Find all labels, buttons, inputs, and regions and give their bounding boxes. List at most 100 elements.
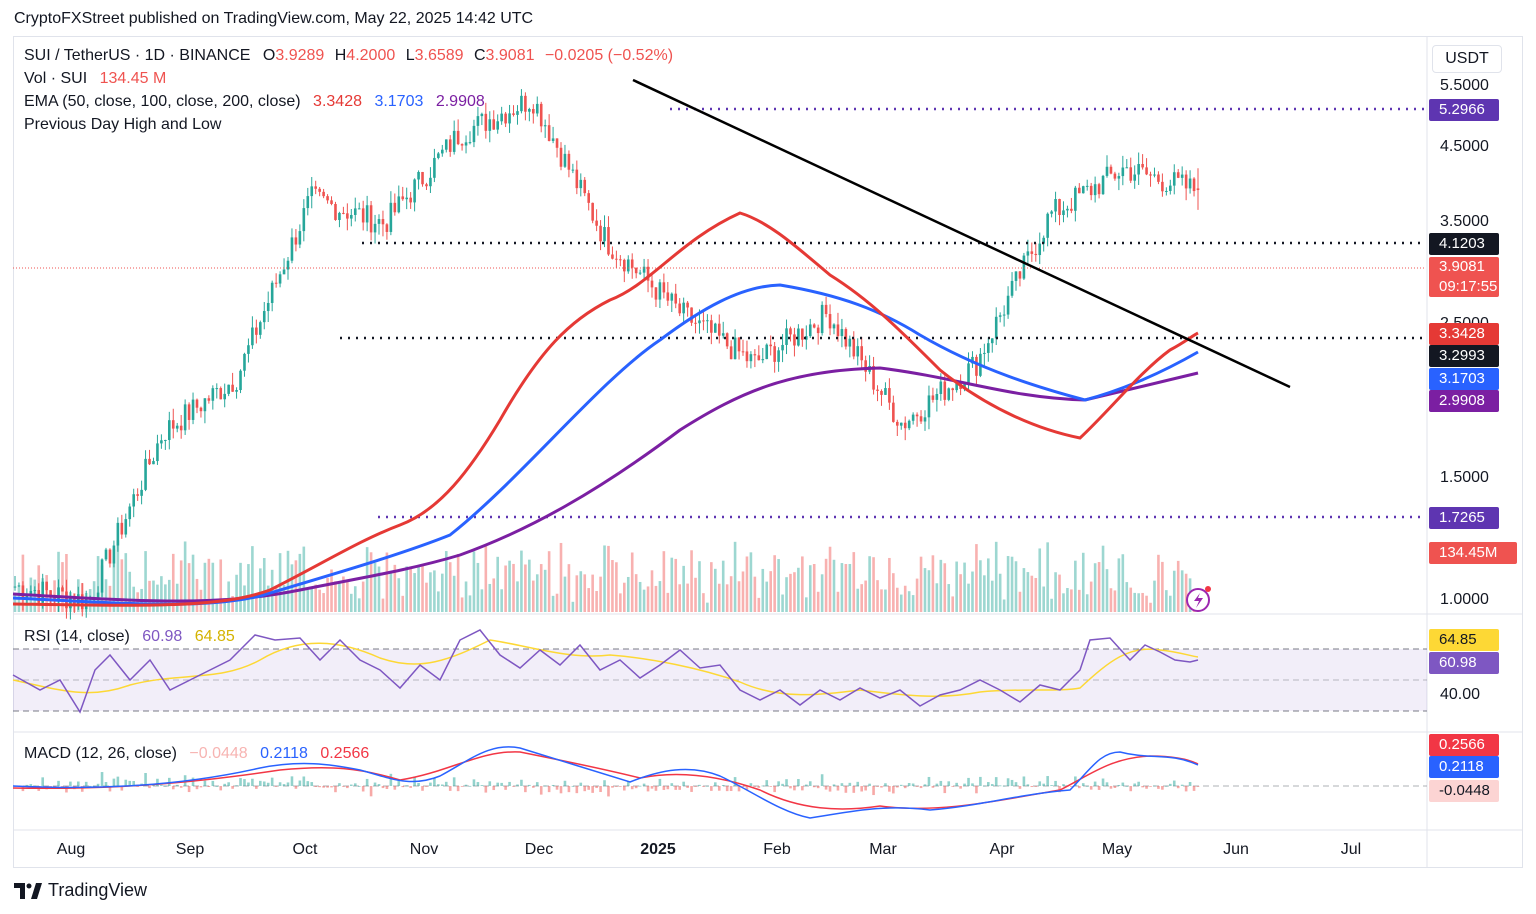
candle-body xyxy=(1184,174,1188,189)
candle-body xyxy=(1153,174,1156,176)
macd-histogram-bar xyxy=(785,779,788,786)
tradingview-logo[interactable]: TradingView xyxy=(14,880,147,901)
volume-bar xyxy=(840,563,844,612)
volume-bar xyxy=(753,576,757,612)
volume-bar xyxy=(1093,563,1097,612)
volume-bar xyxy=(603,545,606,612)
macd-histogram-bar xyxy=(1062,784,1065,786)
macd-legend[interactable]: MACD (12, 26, close) −0.0448 0.2118 0.25… xyxy=(24,745,369,763)
candle-body xyxy=(350,214,353,219)
candle-body xyxy=(583,179,587,194)
macd-histogram-bar xyxy=(539,786,543,795)
rsi-label: RSI (14, close) xyxy=(24,628,130,645)
volume-bar xyxy=(318,589,321,612)
volume-bar xyxy=(710,562,713,612)
candle-body xyxy=(753,354,757,356)
candle-body xyxy=(338,212,341,220)
ema200-line xyxy=(12,366,1199,603)
volume-bar xyxy=(152,580,155,612)
candle-body xyxy=(907,420,911,429)
macd-histogram-bar xyxy=(80,786,84,792)
volume-bar xyxy=(884,589,887,612)
candle-body xyxy=(1066,208,1069,211)
candle-body xyxy=(721,333,725,336)
ema50-value: 3.3428 xyxy=(313,93,362,110)
macd-histogram-bar xyxy=(377,784,381,786)
volume-bar xyxy=(729,576,733,612)
macd-histogram-bar xyxy=(290,776,294,786)
candle-body xyxy=(409,197,412,203)
candle-body xyxy=(733,337,737,360)
macd-histogram-bar xyxy=(903,786,907,789)
volume-bar xyxy=(330,569,333,612)
pdhl-legend[interactable]: Previous Day High and Low xyxy=(24,116,221,134)
volume-bar xyxy=(1109,588,1113,612)
macd-histogram-bar xyxy=(520,779,523,786)
candle-body xyxy=(516,111,519,115)
macd-histogram-bar xyxy=(361,786,365,792)
volume-bar xyxy=(433,570,436,612)
rsi-line xyxy=(12,629,1199,714)
volume-legend[interactable]: Vol · SUI 134.45 M xyxy=(24,70,166,88)
rsi-pill: 60.98 xyxy=(1429,652,1499,674)
macd-histogram-bar xyxy=(1172,780,1176,786)
candle-body xyxy=(175,425,179,429)
chart-frame[interactable] xyxy=(13,36,1523,868)
macd-histogram-bar xyxy=(1153,785,1156,787)
volume-bar xyxy=(175,583,179,612)
candle-body xyxy=(702,320,705,322)
candle-body xyxy=(492,119,496,130)
candle-body xyxy=(860,346,863,361)
volume-bar xyxy=(512,563,515,612)
volume-bar xyxy=(785,577,788,612)
volume-bar xyxy=(998,573,1002,612)
macd-histogram-bar xyxy=(856,781,860,786)
volume-bar xyxy=(963,562,966,612)
volume-bar xyxy=(1030,575,1034,612)
macd-histogram-bar xyxy=(975,786,978,794)
macd-histogram-bar xyxy=(994,777,998,786)
macd-histogram-bar xyxy=(1105,782,1109,786)
candle-body xyxy=(630,259,634,268)
candle-body xyxy=(1058,199,1061,216)
candle-body xyxy=(314,186,317,189)
volume-bar xyxy=(409,568,412,612)
volume-bar xyxy=(666,592,670,612)
macd-histogram-bar xyxy=(749,783,753,786)
candle-body xyxy=(543,125,547,127)
candle-body xyxy=(215,388,219,390)
macd-histogram-bar xyxy=(793,786,796,791)
volume-bar xyxy=(706,602,709,612)
candle-body xyxy=(983,352,986,354)
candle-body xyxy=(967,363,970,384)
candle-body xyxy=(678,303,681,314)
macd-histogram-bar xyxy=(1078,786,1081,789)
macd-histogram-bar xyxy=(563,780,567,786)
macd-histogram-bar xyxy=(215,785,219,787)
macd-histogram-bar xyxy=(1058,786,1061,793)
time-axis-tick: 2025 xyxy=(640,841,676,858)
symbol-name[interactable]: SUI / TetherUS · 1D · BINANCE xyxy=(24,47,251,64)
macd-histogram-bar xyxy=(278,782,282,786)
volume-bar xyxy=(1176,560,1180,612)
candle-body xyxy=(140,489,143,496)
volume-bar xyxy=(255,596,258,612)
currency-button[interactable]: USDT xyxy=(1432,45,1502,73)
macd-histogram-bar xyxy=(662,786,666,790)
macd-histogram-bar xyxy=(25,784,29,786)
resistance-pill: 4.1203 xyxy=(1429,233,1499,255)
candle-body xyxy=(1002,314,1006,316)
volume-bar xyxy=(769,571,772,612)
rsi-legend[interactable]: RSI (14, close) 60.98 64.85 xyxy=(24,628,235,646)
macd-histogram-bar xyxy=(500,782,503,786)
macd-histogram-bar xyxy=(274,786,278,787)
symbol-legend[interactable]: SUI / TetherUS · 1D · BINANCE O3.9289 H4… xyxy=(24,47,673,65)
macd-histogram-bar xyxy=(524,786,527,793)
candle-body xyxy=(682,302,685,314)
volume-bar xyxy=(856,588,860,612)
macd-histogram-bar xyxy=(1141,786,1144,788)
ema-legend[interactable]: EMA (50, close, 100, close, 200, close) … xyxy=(24,93,485,111)
volume-bar xyxy=(492,578,496,612)
volume-bar xyxy=(801,556,804,612)
